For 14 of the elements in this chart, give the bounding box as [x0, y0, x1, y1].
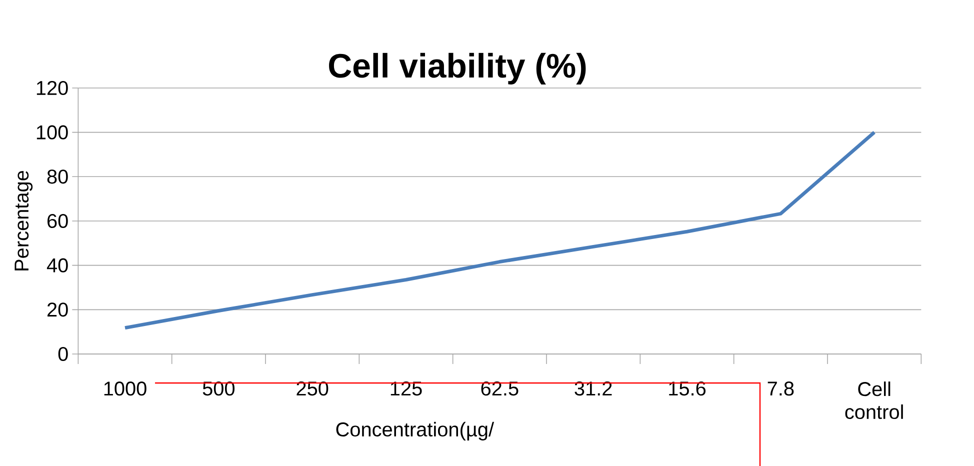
x-tick-label: 7.8	[768, 382, 794, 396]
x-tick-label: 1000	[104, 382, 146, 396]
x-tick-label: Cell control	[845, 382, 903, 420]
line-series	[123, 130, 876, 330]
y-tick-label: 20	[47, 302, 68, 317]
y-tick-label: 40	[46, 258, 68, 272]
y-tick-label: 0	[58, 346, 68, 362]
chart-title: Cell viability (%)	[329, 52, 586, 84]
y-tick-label: 120	[36, 80, 68, 96]
y-tick-label: 60	[48, 214, 68, 228]
y-axis-title: Percentage	[14, 170, 33, 270]
x-axis-title: Concentration(µg/	[336, 422, 494, 440]
y-tick-label: 80	[47, 170, 68, 184]
y-tick-label: 100	[36, 125, 68, 140]
